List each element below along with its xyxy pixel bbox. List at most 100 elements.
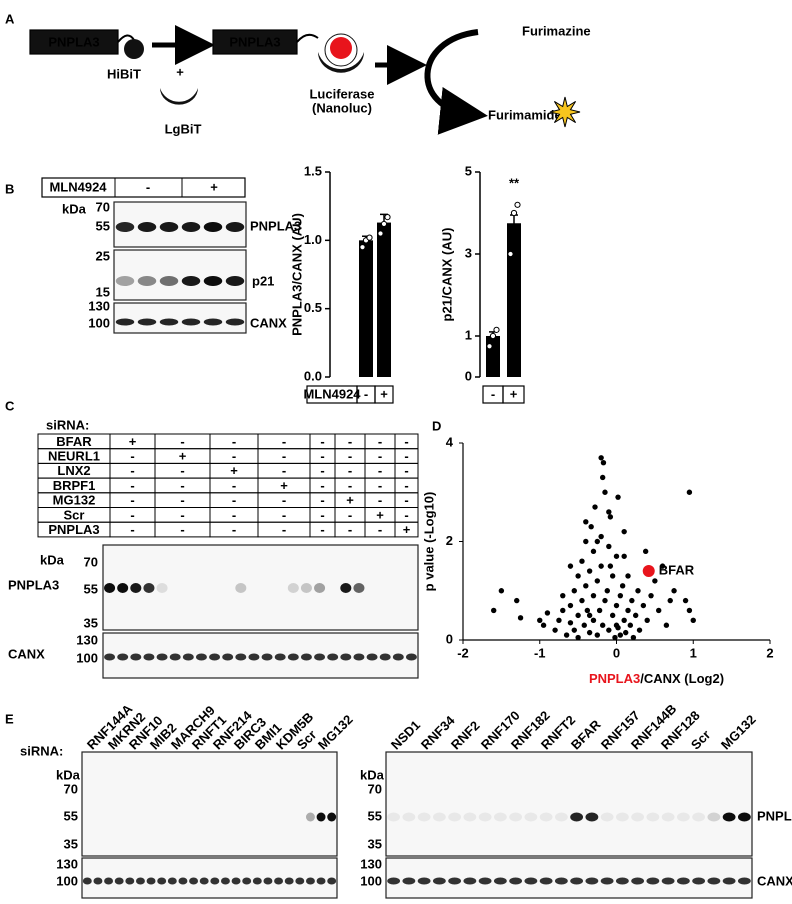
marker-label: 55	[368, 808, 382, 823]
protein-box	[29, 29, 119, 55]
hibit-label: HiBiT	[107, 66, 141, 81]
bar	[377, 222, 391, 377]
band	[231, 877, 241, 885]
sign: -	[404, 507, 408, 522]
kda-label: kDa	[56, 767, 81, 782]
data-point	[613, 622, 620, 628]
band	[222, 653, 234, 661]
y-tick-label: 4	[446, 434, 454, 449]
sign: -	[130, 448, 134, 463]
band	[169, 653, 181, 661]
band	[181, 276, 201, 286]
sign: -	[320, 478, 324, 493]
band	[274, 877, 284, 885]
sign: -	[180, 478, 184, 493]
blot-frame	[81, 751, 338, 857]
data-point	[642, 548, 649, 555]
data-point	[671, 588, 677, 594]
data-point	[571, 588, 577, 594]
data-point	[621, 617, 627, 623]
sign: -	[130, 463, 134, 478]
sign: -	[348, 448, 352, 463]
data-point	[498, 588, 505, 594]
data-point	[540, 622, 547, 628]
band	[114, 877, 124, 885]
data-point	[629, 597, 635, 604]
band	[463, 812, 477, 822]
hibit-tag	[330, 37, 352, 59]
sign: -	[404, 448, 408, 463]
protein-label: CANX	[250, 315, 287, 330]
data-point	[592, 504, 598, 510]
band	[305, 812, 315, 822]
band	[295, 877, 305, 885]
marker-label: 70	[84, 554, 98, 569]
band	[300, 653, 312, 661]
sign: -	[320, 493, 324, 508]
marker-label: 35	[368, 836, 382, 851]
band	[539, 812, 553, 822]
band	[225, 276, 245, 286]
data-point	[384, 214, 391, 221]
kda-label: kDa	[62, 201, 87, 216]
data-point	[606, 627, 612, 633]
band	[692, 877, 706, 885]
band	[615, 877, 629, 885]
data-point	[594, 578, 601, 584]
significance: **	[509, 175, 520, 190]
substrate-label: Furimazine	[522, 23, 591, 38]
data-point	[537, 617, 543, 623]
data-point	[567, 620, 574, 626]
band	[314, 653, 326, 661]
data-point	[514, 201, 521, 208]
band	[737, 877, 751, 885]
band	[316, 877, 326, 885]
marker-label: 15	[96, 284, 110, 299]
band	[235, 653, 247, 661]
data-point	[583, 538, 589, 545]
category-box	[374, 385, 394, 404]
blot-frame	[81, 857, 338, 899]
sign: -	[282, 522, 286, 537]
data-point	[607, 514, 614, 520]
data-point	[563, 632, 570, 638]
product-label: Furimamide	[488, 107, 562, 122]
band	[159, 222, 179, 232]
x-tick-label: +	[510, 386, 518, 401]
band	[274, 653, 286, 661]
data-point	[635, 588, 641, 594]
band	[524, 877, 538, 885]
marker-label: 70	[96, 199, 110, 214]
band	[156, 583, 168, 593]
data-point	[510, 209, 518, 217]
sign: -	[378, 522, 382, 537]
protein-label: PNPLA3	[48, 34, 99, 49]
band	[478, 877, 492, 885]
band	[615, 812, 629, 822]
plus-sign: +	[176, 64, 184, 79]
sign: -	[232, 448, 236, 463]
x-tick-label: 2	[766, 645, 773, 660]
y-tick-label: 1.0	[304, 232, 322, 247]
data-point	[571, 627, 577, 633]
band	[195, 653, 207, 661]
band	[432, 877, 446, 885]
panel-label: E	[5, 711, 14, 726]
data-point	[607, 563, 614, 569]
y-tick-label: 0	[465, 368, 472, 383]
data-point	[489, 332, 497, 340]
band	[661, 877, 675, 885]
band	[405, 653, 417, 661]
band	[722, 877, 736, 885]
band	[509, 812, 523, 822]
blot-frame	[102, 632, 419, 679]
condition-label: -	[146, 179, 150, 194]
band	[463, 877, 477, 885]
band	[692, 812, 706, 822]
y-tick-label: 0.5	[304, 300, 322, 315]
band	[327, 812, 337, 822]
band	[252, 877, 262, 885]
data-point	[567, 602, 574, 609]
marker-label: 35	[64, 836, 78, 851]
